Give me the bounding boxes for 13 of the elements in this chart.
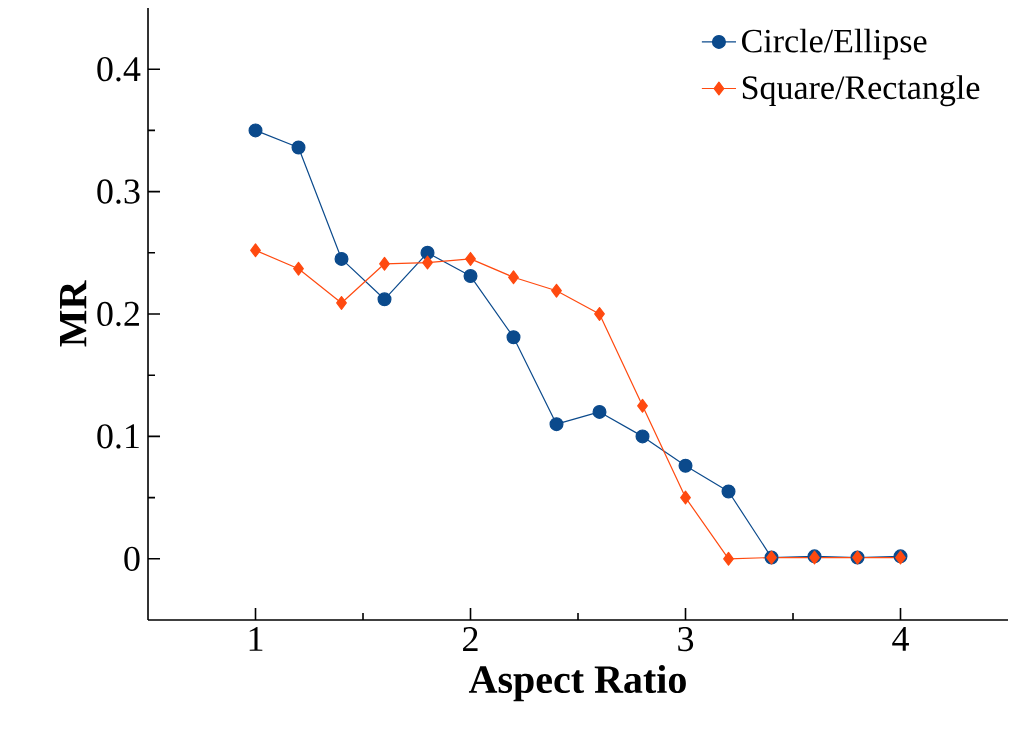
x-tick-label: 1 bbox=[249, 627, 263, 651]
y-tick-label: 0.1 bbox=[97, 424, 139, 449]
x-tick-label: 2 bbox=[463, 627, 478, 651]
y-axis-title: MR bbox=[60, 280, 87, 347]
x-tick-label: 4 bbox=[892, 627, 909, 651]
legend-label: Circle/Ellipse bbox=[741, 28, 927, 60]
y-tick-label: 0.2 bbox=[97, 301, 139, 327]
legend-label: Square/Rectangle bbox=[742, 75, 980, 107]
x-axis-title: Aspect Ratio bbox=[468, 664, 686, 702]
y-tick-label: 0 bbox=[124, 546, 140, 571]
y-tick-label: 0.4 bbox=[97, 56, 141, 82]
x-tick-label: 3 bbox=[678, 627, 694, 652]
y-tick-label: 0.3 bbox=[97, 179, 140, 204]
